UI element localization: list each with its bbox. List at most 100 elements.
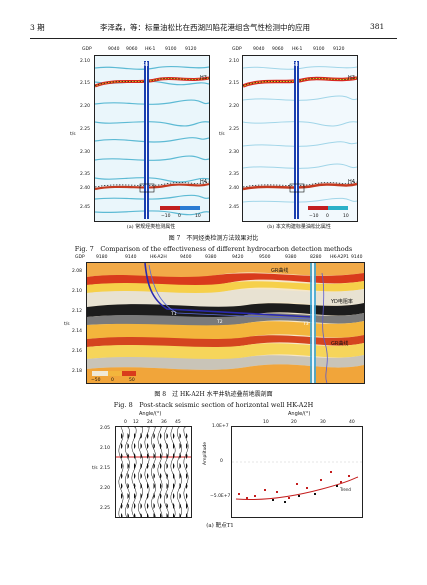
gather-wiggle-fill: [134, 493, 136, 499]
fig9-avo-curve: Trend: [232, 461, 362, 503]
gather-wiggle-fill: [166, 493, 168, 499]
fig7b-cbar-tick: −10: [309, 213, 319, 219]
gather-wiggle-fill: [134, 513, 136, 517]
gather-trace: [157, 427, 163, 517]
issue-number: 3 期: [30, 23, 45, 32]
gather-wiggle-fill: [147, 433, 149, 439]
fig9-left-xtick: 36: [161, 420, 167, 425]
running-title: 李泽森，等：标量油松比在西湖凹陷花港组含气性检测中的应用: [100, 23, 310, 32]
fig7b-horizon-h3: H3: [348, 75, 355, 81]
gather-wiggle-fill: [121, 453, 123, 459]
fig7a-well-marker: GR: [141, 62, 149, 68]
gather-wiggle-fill: [166, 433, 168, 439]
fig8-label-t2: T2: [216, 319, 223, 325]
gather-wiggle-fill: [173, 483, 175, 489]
fig9-right-xtick: 40: [349, 420, 355, 425]
gather-wiggle-fill: [140, 483, 142, 489]
gather-wiggle-fill: [166, 463, 168, 469]
fig7a-ytick: 2.20: [80, 104, 91, 109]
fig9-left-gather: [115, 426, 192, 518]
gather-wiggle-fill: [147, 453, 149, 459]
fig7b-caption: (b) 本文构建标量油松比属性: [267, 224, 331, 230]
gather-wiggle-fill: [147, 513, 149, 517]
gather-wiggle-fill: [186, 453, 188, 459]
fig8-xtick: 9380: [205, 255, 217, 260]
fig7a-cbar-tick: 0: [178, 213, 181, 219]
gather-wiggle-fill: [186, 483, 188, 489]
fig7b-xtick: 9120: [333, 47, 345, 52]
fig7a-horizon-h3: H3: [200, 75, 207, 81]
gather-wiggle-fill: [153, 503, 155, 509]
fig7a-attribute-section: GR H3 H4 −10 0 10: [95, 56, 209, 221]
gather-wiggle-fill: [121, 473, 123, 479]
gather-wiggle-fill: [153, 483, 155, 489]
fig7a-ytick: 2.40: [80, 186, 91, 191]
gather-wiggle-fill: [166, 503, 168, 509]
fig7a-cbar-tick: −10: [161, 213, 171, 219]
gather-wiggle-fill: [127, 463, 129, 469]
fig8-label-gr-top: GR曲线: [271, 267, 288, 274]
fig8-xtick: 9380: [285, 255, 297, 260]
fig7b-ytick: 2.10: [229, 59, 240, 64]
gather-wiggle-fill: [153, 473, 155, 479]
gather-wiggle-fill: [147, 443, 149, 449]
fig8-ytick: 2.16: [72, 349, 83, 354]
gather-wiggle-fill: [186, 473, 188, 479]
fig8-caption-en: Fig. 8 Post-stack seismic section of hor…: [113, 401, 314, 409]
gather-wiggle-fill: [147, 473, 149, 479]
fig9-right-title: Angle/(°): [288, 411, 311, 417]
gather-wiggle-fill: [127, 473, 129, 479]
fig7a-ytick: 2.35: [80, 172, 91, 177]
gather-wiggle-fill: [153, 493, 155, 499]
fig8-ylabel: t/s: [64, 322, 70, 327]
gather-wiggle-fill: [186, 493, 188, 499]
fig7a-ytick: 2.25: [80, 127, 91, 132]
gather-wiggle-fill: [173, 473, 175, 479]
fig9-left-xtick: 12: [133, 420, 139, 425]
fig9-caption: (a) 靶点T1: [206, 523, 234, 529]
gather-wiggle-fill: [173, 453, 175, 459]
gather-wiggle-fill: [140, 473, 142, 479]
fig8-ytick: 2.14: [72, 329, 83, 334]
fig7b-panel: GR H3 H4 −10 0 10: [242, 55, 358, 222]
fig9-gather-traces: [116, 427, 191, 517]
fig8-cbar-tick: −50: [91, 377, 101, 383]
fig7a-ytick: 2.30: [80, 150, 91, 155]
gather-wiggle-fill: [179, 433, 181, 439]
gather-wiggle-fill: [121, 463, 123, 469]
gather-wiggle-fill: [147, 463, 149, 469]
gather-wiggle-fill: [134, 433, 136, 439]
gather-wiggle-fill: [153, 443, 155, 449]
fig9-right-ytick: −5.0E+7: [210, 494, 231, 499]
fig8-panel: GR曲线 YD电阻率 GR曲线 T1 T2 T3 −50 0 50: [86, 262, 365, 384]
gather-wiggle-fill: [127, 493, 129, 499]
fig9-left-xtick: 45: [175, 420, 181, 425]
gather-wiggle-fill: [160, 463, 162, 469]
fig8-xtick: 9140: [125, 255, 137, 260]
fig7a-panel: GR H3 H4 −10 0 10: [94, 55, 210, 222]
fig9-left-ytick: 2.15: [100, 466, 111, 471]
gather-wiggle-fill: [147, 493, 149, 499]
fig9-right-avo-plot: Trend: [231, 426, 363, 518]
fig9-left-ylabel: t/s: [92, 466, 98, 471]
gather-trace: [177, 427, 182, 517]
gather-wiggle-fill: [186, 513, 188, 517]
fig9-right-xtick: 30: [320, 420, 326, 425]
gather-wiggle-fill: [127, 453, 129, 459]
gather-wiggle-fill: [160, 433, 162, 439]
gather-wiggle-fill: [186, 433, 188, 439]
gather-wiggle-fill: [121, 503, 123, 509]
gather-trace: [151, 427, 156, 517]
gather-wiggle-fill: [140, 453, 142, 459]
gather-trace: [144, 427, 150, 517]
fig8-xtick: 9180: [96, 255, 108, 260]
gather-trace: [138, 427, 143, 517]
fig8-cbar-tick: 0: [111, 377, 114, 383]
gather-wiggle-fill: [153, 463, 155, 469]
fig7b-horizon-h4: H4: [348, 179, 355, 185]
fig8-label-t1: T1: [170, 311, 177, 317]
fig8-xtick: 9500: [259, 255, 271, 260]
gather-wiggle-fill: [160, 443, 162, 449]
fig7b-xtick: GDP: [232, 47, 242, 52]
gather-wiggle-fill: [127, 483, 129, 489]
